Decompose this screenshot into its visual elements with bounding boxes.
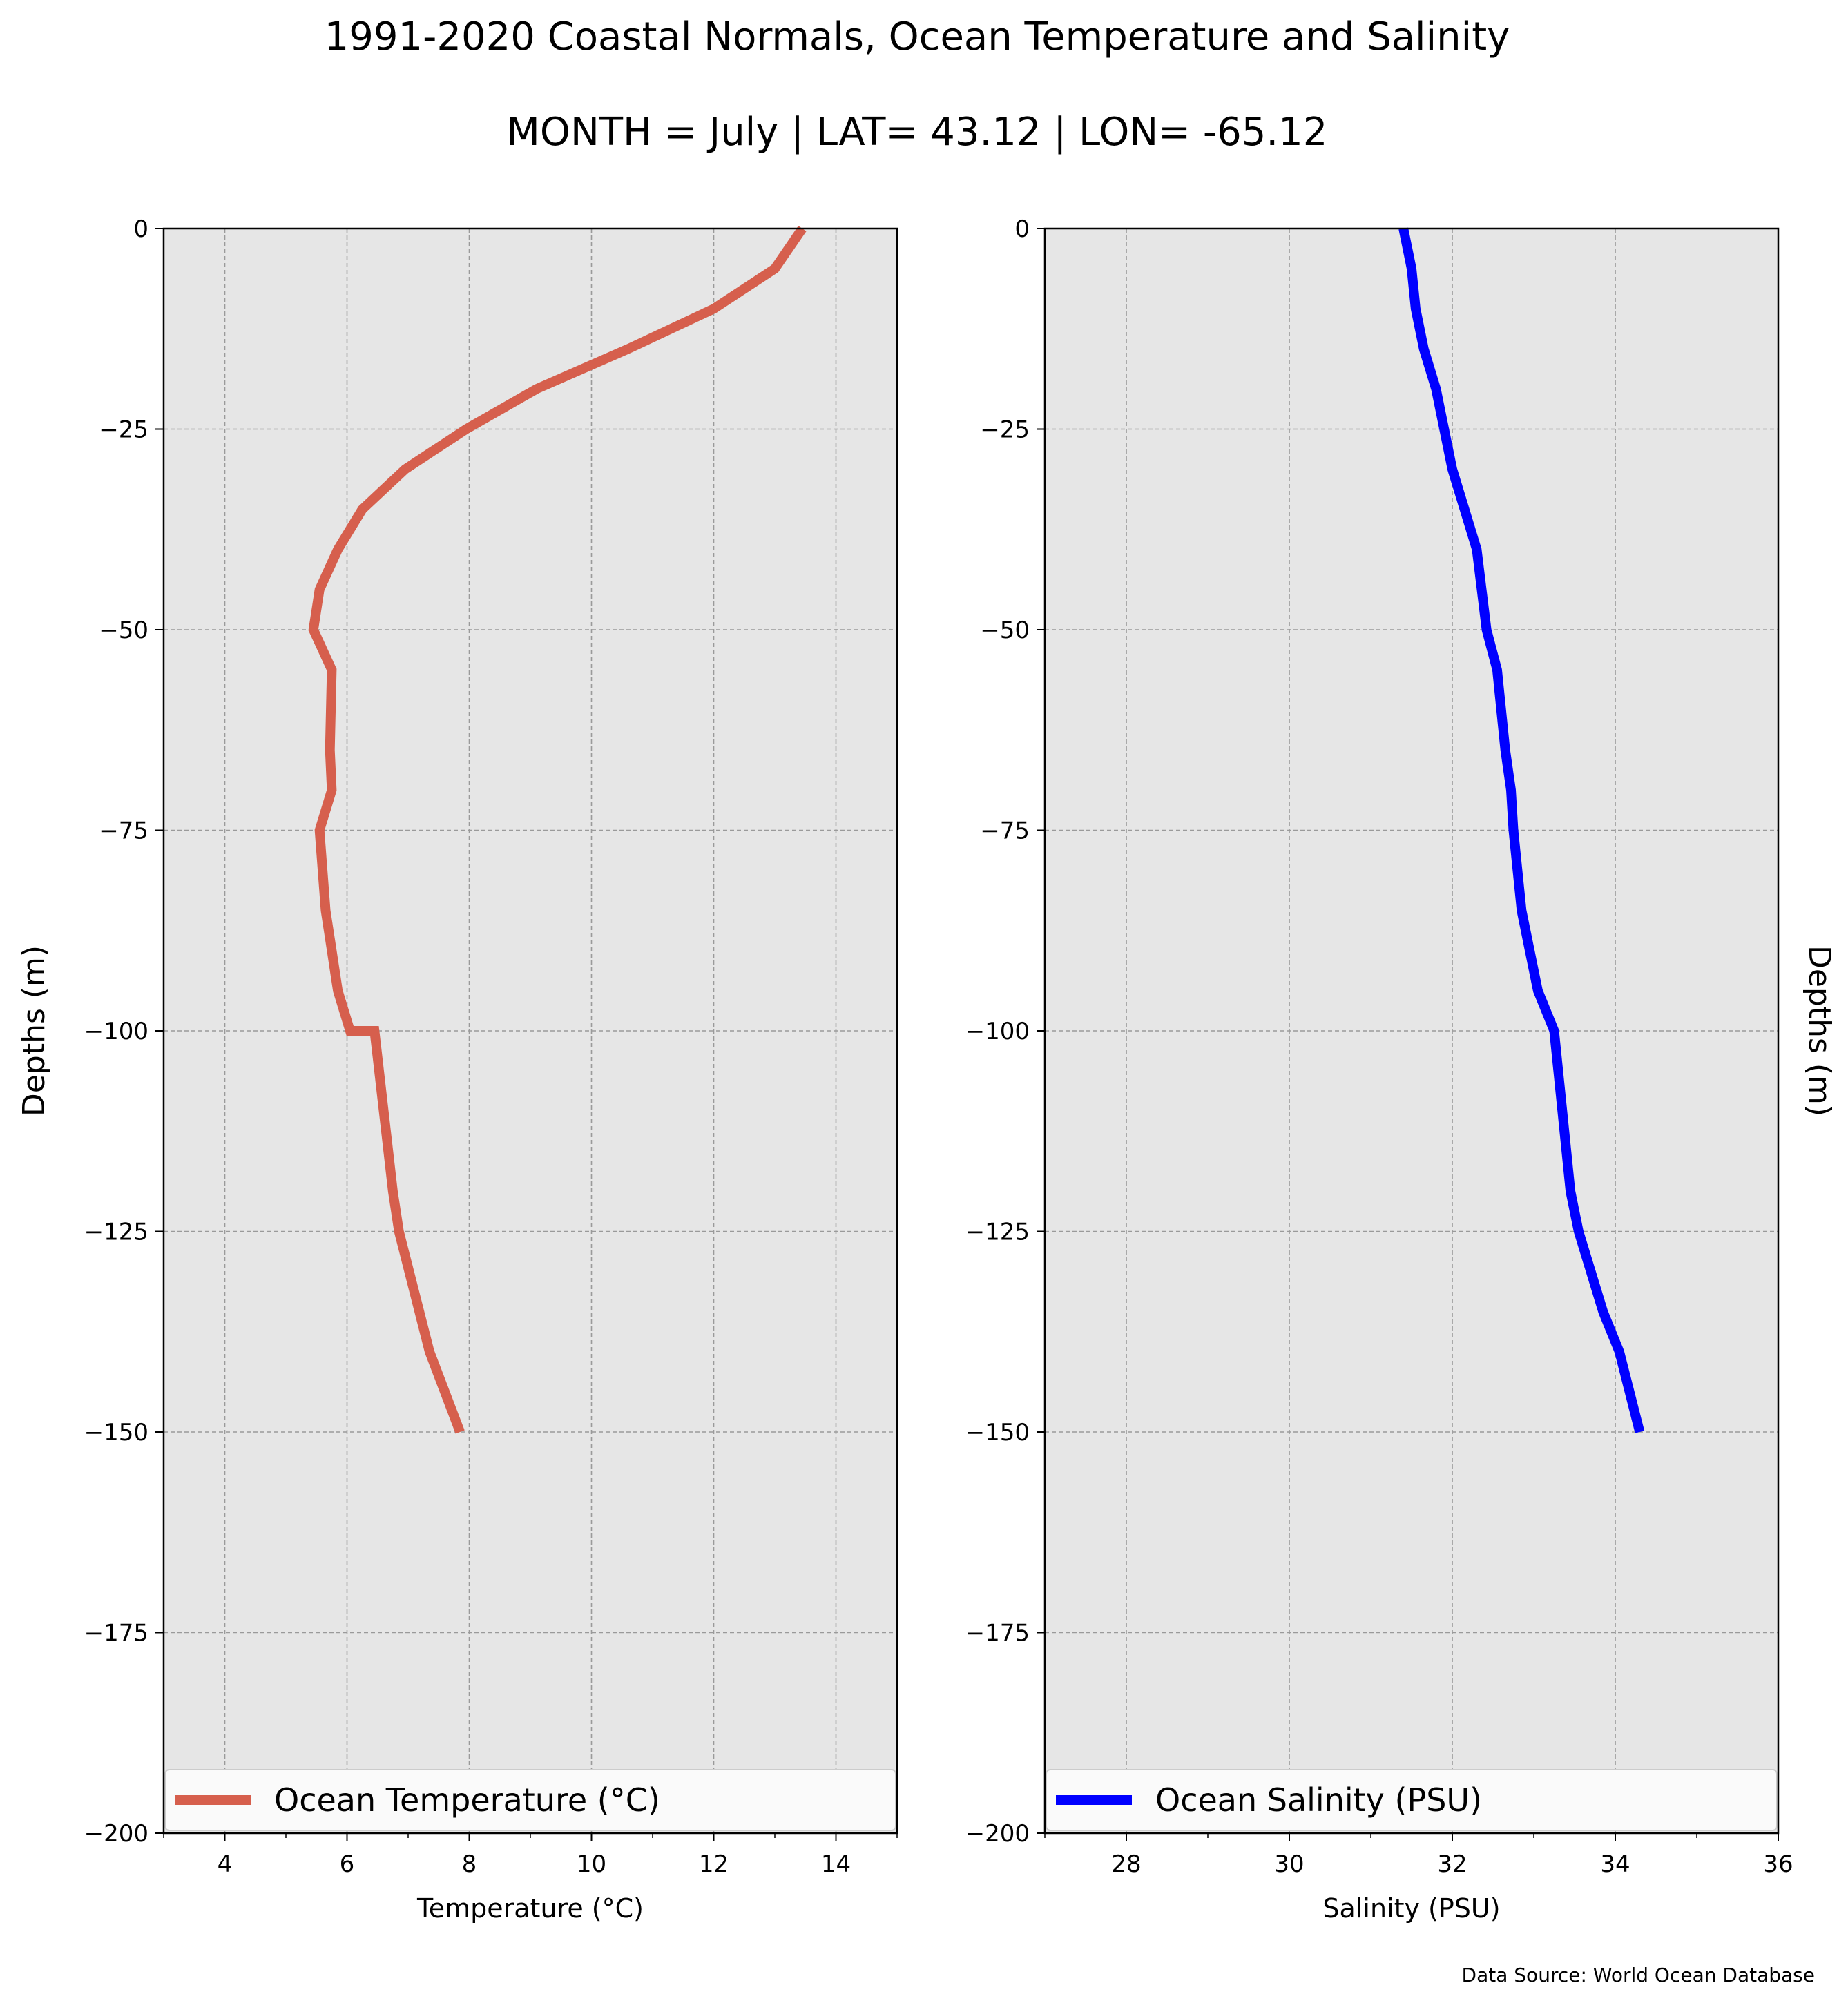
temperature-y-tick-label: −200 <box>84 1820 148 1848</box>
salinity-x-tick-label: 32 <box>1437 1850 1467 1878</box>
temperature-y-tick-label: −125 <box>84 1219 148 1246</box>
salinity-y-tick-label: −125 <box>965 1219 1030 1246</box>
temperature-y-tick-label: 0 <box>133 215 148 243</box>
temperature-panel: Ocean Temperature (°C) 4 6 8 10 12 14 0 −25 −50 −7… <box>17 215 898 1924</box>
salinity-y-tick-label: −150 <box>965 1419 1030 1446</box>
temperature-y-tick-label: −100 <box>84 1018 148 1045</box>
temperature-y-tick-label: −175 <box>84 1620 148 1647</box>
salinity-y-tick-label: −50 <box>980 617 1030 644</box>
temperature-y-tick-label: −50 <box>99 617 148 644</box>
temperature-y-axis-label: Depths (m) <box>17 945 52 1116</box>
temperature-x-tick-label: 8 <box>462 1850 477 1878</box>
temperature-x-tick-label: 12 <box>699 1850 729 1878</box>
salinity-y-tick-label: −25 <box>980 416 1030 444</box>
data-source-note: Data Source: World Ocean Database <box>1462 1964 1815 1986</box>
temperature-x-tick-label: 4 <box>218 1850 233 1878</box>
temperature-series-line <box>308 226 807 1434</box>
salinity-panel: Ocean Salinity (PSU) 28 30 32 34 36 0 −25 −50 −75… <box>965 215 1837 1924</box>
temperature-x-axis-label: Temperature (°C) <box>416 1893 644 1924</box>
salinity-x-axis-label: Salinity (PSU) <box>1322 1893 1500 1924</box>
temperature-y-tick-label: −150 <box>84 1419 148 1446</box>
salinity-legend-box <box>1046 1769 1778 1831</box>
salinity-y-tick-label: 0 <box>1014 215 1030 243</box>
figure-subtitle: MONTH = July | LAT= 43.12 | LON= -65.12 <box>507 110 1328 155</box>
salinity-y-axis-label: Depths (m) <box>1802 945 1837 1116</box>
temperature-y-tick-label: −25 <box>99 416 148 444</box>
salinity-legend-label: Ocean Salinity (PSU) <box>1155 1781 1482 1819</box>
temperature-legend-label: Ocean Temperature (°C) <box>274 1781 660 1819</box>
temperature-x-tick-label: 14 <box>821 1850 851 1878</box>
salinity-series-line <box>1398 227 1645 1433</box>
salinity-x-tick-label: 28 <box>1111 1850 1141 1878</box>
salinity-y-tick-label: −75 <box>980 817 1030 845</box>
salinity-y-tick-label: −175 <box>965 1620 1030 1647</box>
temperature-y-tick-label: −75 <box>99 817 148 845</box>
figure-title: 1991-2020 Coastal Normals, Ocean Tempera… <box>325 14 1510 59</box>
temperature-x-tick-label: 10 <box>577 1850 606 1878</box>
salinity-x-tick-label: 34 <box>1600 1850 1630 1878</box>
salinity-y-tick-label: −100 <box>965 1018 1030 1045</box>
temperature-legend-box <box>164 1769 896 1831</box>
salinity-x-tick-label: 30 <box>1274 1850 1304 1878</box>
salinity-x-tick-label: 36 <box>1763 1850 1793 1878</box>
temperature-x-tick-label: 6 <box>340 1850 355 1878</box>
salinity-y-tick-label: −200 <box>965 1820 1030 1848</box>
